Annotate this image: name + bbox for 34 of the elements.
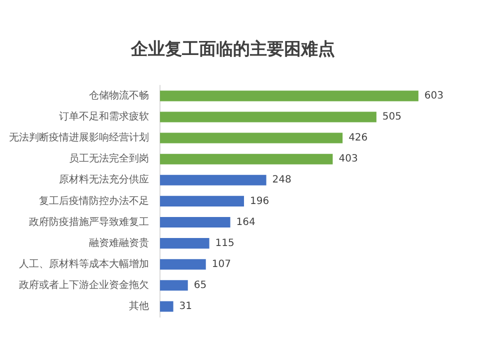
y-tick-label: 员工无法完全到岗 [69, 152, 149, 165]
bar [160, 280, 188, 291]
bar [160, 196, 244, 206]
data-label: 403 [338, 154, 358, 165]
y-tick-label: 订单不足和需求疲软 [59, 110, 149, 123]
y-tick-label: 政府或者上下游企业资金拖欠 [19, 279, 149, 292]
bar [160, 112, 376, 122]
data-label: 107 [212, 258, 231, 270]
chart-title: 企业复工面临的主要困难点 [130, 40, 335, 60]
data-label: 31 [179, 301, 192, 312]
y-tick-label: 其他 [129, 300, 149, 312]
bar [160, 174, 266, 186]
data-label: 196 [250, 196, 270, 207]
bar [160, 154, 333, 164]
data-label: 115 [215, 238, 234, 249]
y-tick-label: 政府防疫措施严导致难复工 [29, 216, 149, 228]
data-label: 426 [348, 132, 368, 144]
y-tick-label: 人工、原材料等成本大幅增加 [19, 258, 149, 270]
bar [160, 259, 206, 270]
y-tick-label: 无法判断疫情进展影响经营计划 [9, 132, 149, 144]
data-label: 603 [424, 90, 444, 102]
data-label: 65 [194, 280, 207, 292]
bar [160, 90, 418, 102]
bar [160, 238, 210, 249]
bar [160, 301, 174, 312]
data-label: 248 [272, 174, 292, 186]
y-tick-label: 原材料无法充分供应 [59, 174, 149, 186]
y-tick-label: 复工后疫情防控办法不足 [39, 194, 149, 207]
data-label: 164 [236, 216, 256, 228]
y-tick-label: 仓储物流不畅 [89, 90, 149, 102]
bar [160, 132, 343, 144]
data-label: 505 [382, 112, 402, 123]
bar [160, 216, 230, 228]
y-tick-label: 融资难融资贵 [89, 236, 149, 249]
